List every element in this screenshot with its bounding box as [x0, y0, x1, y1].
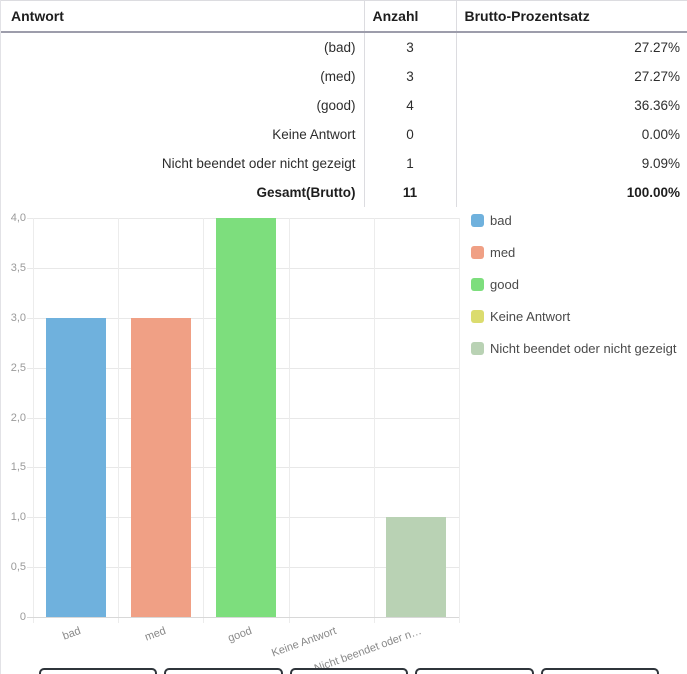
column-header-anzahl: Anzahl — [363, 0, 456, 33]
footer-button-row — [39, 668, 660, 674]
y-axis-tick-label: 0,5 — [10, 561, 26, 574]
y-axis-tick-label: 4,0 — [10, 212, 26, 224]
answer-cell: (bad) — [1, 32, 364, 62]
gridline-vertical — [459, 218, 460, 623]
legend-swatch-icon — [471, 310, 484, 323]
legend-label: bad — [490, 213, 512, 228]
gridline-vertical — [288, 218, 290, 623]
answer-cell: (med) — [1, 62, 364, 91]
count-cell: 0 — [363, 120, 456, 149]
results-table: Antwort Anzahl Brutto-Prozentsatz (bad) … — [1, 0, 687, 207]
percent-cell: 27.27% — [455, 32, 687, 62]
count-cell-total: 11 — [363, 178, 456, 207]
footer-button[interactable] — [289, 668, 409, 674]
y-axis-tick-label: 3,5 — [10, 261, 26, 274]
footer-button[interactable] — [39, 668, 158, 674]
footer-button[interactable] — [164, 668, 283, 674]
table-row: Nicht beendet oder nicht gezeigt 1 9.09% — [1, 149, 687, 178]
table-row: (bad) 3 27.27% — [1, 32, 687, 62]
chart-legend: bad med good Keine Antwort Nicht beendet ode… — [471, 211, 683, 371]
bar-bad[interactable] — [45, 317, 106, 617]
bar-chart[interactable]: bad med good Keine Antwort Nicht beendet ode… — [1, 205, 687, 674]
count-cell: 3 — [363, 62, 456, 91]
legend-item-bad[interactable]: bad — [471, 211, 683, 231]
count-cell: 1 — [363, 149, 456, 178]
legend-label: med — [490, 245, 516, 260]
footer-button[interactable] — [540, 668, 660, 674]
percent-cell: 36.36% — [455, 91, 687, 120]
y-axis-tick-label: 1,5 — [10, 461, 26, 474]
table-row: (med) 3 27.27% — [1, 62, 687, 91]
answer-cell: Nicht beendet oder nicht gezeigt — [1, 149, 364, 178]
y-axis-tick-label: 1,0 — [10, 511, 26, 524]
answer-cell: (good) — [1, 91, 364, 120]
legend-label: Nicht beendet oder nicht gezeigt — [490, 341, 677, 356]
x-axis-line — [27, 617, 459, 618]
column-header-brutto-prozentsatz: Brutto-Prozentsatz — [455, 0, 687, 33]
x-axis-tick-label: bad — [61, 625, 83, 643]
table-row: Keine Antwort 0 0.00% — [1, 120, 687, 149]
legend-swatch-icon — [471, 246, 484, 259]
gridline-vertical — [33, 218, 34, 623]
answer-cell-total: Gesamt(Brutto) — [1, 178, 364, 207]
legend-swatch-icon — [471, 342, 484, 355]
table-row: (good) 4 36.36% — [1, 91, 687, 120]
x-axis-tick-label: med — [143, 625, 168, 644]
x-axis-tick-label: Keine Antwort — [270, 625, 339, 660]
count-cell: 3 — [363, 32, 456, 62]
y-axis-tick-label: 3,0 — [10, 311, 26, 324]
gridline-vertical — [203, 218, 205, 623]
column-header-antwort: Antwort — [1, 0, 364, 33]
count-cell: 4 — [363, 91, 456, 120]
table-header-row: Antwort Anzahl Brutto-Prozentsatz — [1, 0, 687, 33]
x-axis-tick-label: good — [225, 625, 254, 645]
bar-med[interactable] — [130, 317, 191, 617]
legend-item-keine-antwort[interactable]: Keine Antwort — [471, 307, 683, 327]
legend-swatch-icon — [471, 278, 484, 291]
bar-nicht-beendet-oder-n-[interactable] — [386, 517, 447, 617]
percent-cell: 9.09% — [455, 149, 687, 178]
table-row-total: Gesamt(Brutto) 11 100.00% — [1, 178, 687, 207]
bar-good[interactable] — [216, 218, 276, 617]
y-axis-tick-label: 2,5 — [10, 361, 26, 374]
legend-swatch-icon — [471, 214, 484, 227]
gridline-vertical — [118, 218, 120, 623]
percent-cell: 0.00% — [455, 120, 687, 149]
legend-label: Keine Antwort — [490, 309, 571, 324]
legend-item-nicht-beendet-oder-nicht-gezeigt[interactable]: Nicht beendet oder nicht gezeigt — [471, 339, 683, 359]
percent-cell: 27.27% — [455, 62, 687, 91]
gridline-vertical — [373, 218, 375, 623]
percent-cell-total: 100.00% — [455, 178, 687, 207]
legend-item-good[interactable]: good — [471, 275, 683, 295]
y-axis-tick-label: 2,0 — [10, 411, 26, 424]
y-axis-tick-label: 0 — [19, 611, 26, 623]
legend-item-med[interactable]: med — [471, 243, 683, 263]
answer-cell: Keine Antwort — [1, 120, 364, 149]
legend-label: good — [490, 277, 519, 292]
footer-button[interactable] — [415, 668, 534, 674]
